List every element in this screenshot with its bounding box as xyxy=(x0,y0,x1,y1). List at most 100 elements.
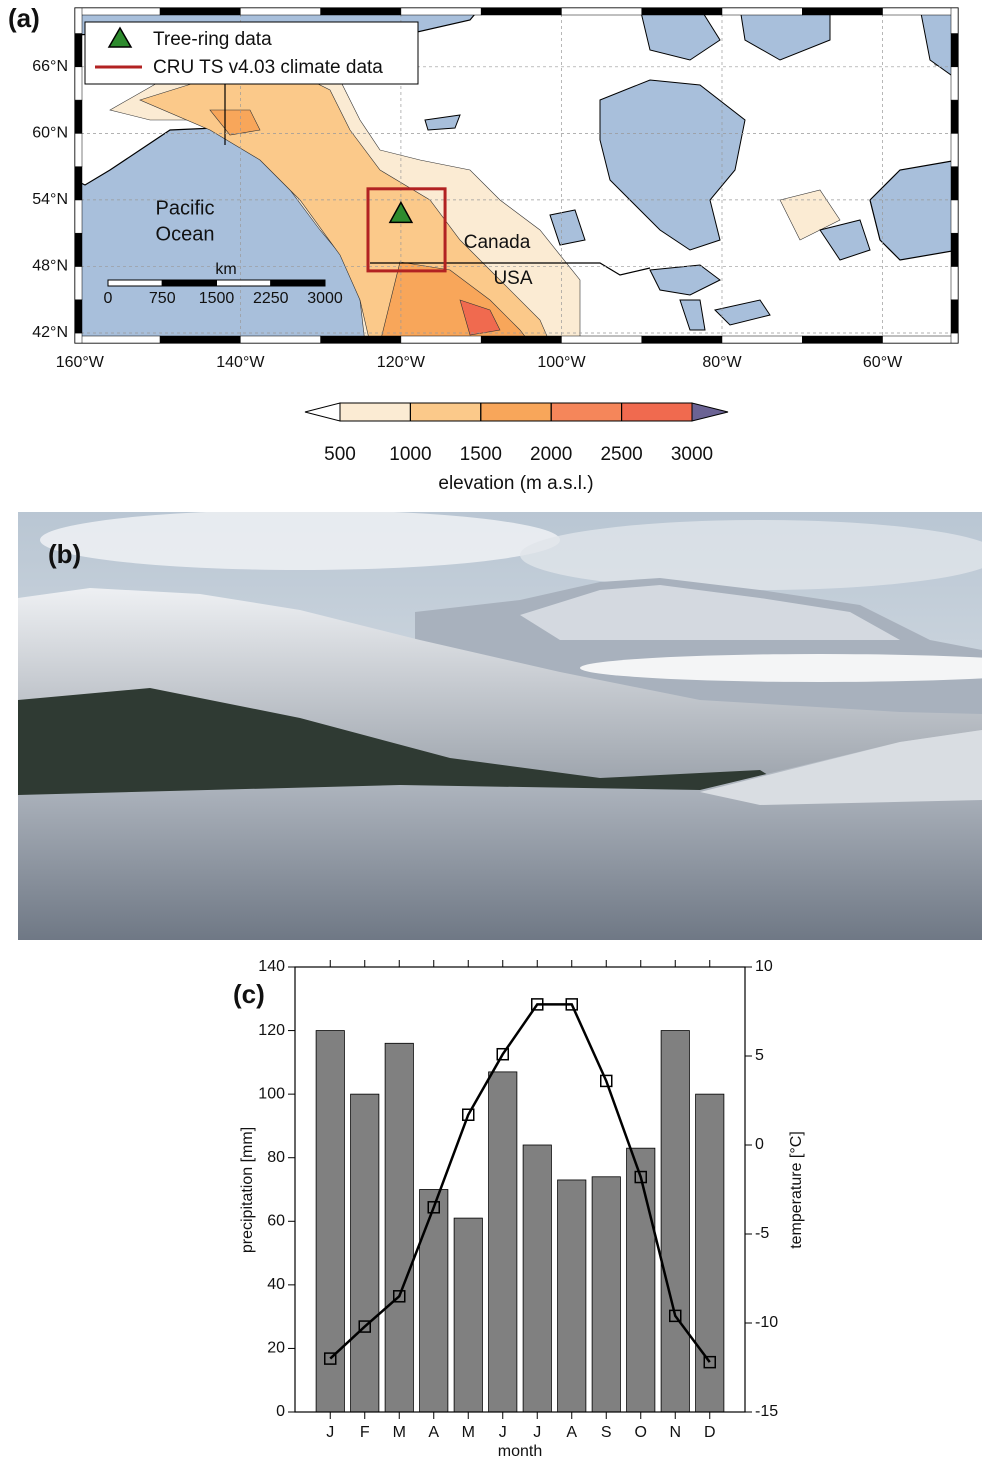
frame-segment xyxy=(950,99,959,134)
frame-segment xyxy=(74,66,83,101)
lon-tick-label: 160°W xyxy=(56,354,105,371)
bar xyxy=(626,1147,656,1413)
frame-segment xyxy=(802,335,883,344)
frame-segment xyxy=(950,299,959,334)
frame-segment xyxy=(74,199,83,234)
plot-frame xyxy=(294,966,746,1413)
frame-segment xyxy=(641,335,723,344)
frame-segment xyxy=(480,7,562,16)
bar xyxy=(660,1030,690,1413)
scale-segment xyxy=(107,279,163,287)
x-axis-label: month xyxy=(498,1443,542,1460)
panel-label: (b) xyxy=(48,539,81,569)
frame-segment xyxy=(950,7,959,34)
x-tick-label: O xyxy=(635,1424,647,1441)
cloud xyxy=(520,520,982,590)
temperature-marker xyxy=(565,998,578,1011)
frame-segment xyxy=(74,232,83,267)
legend: Tree-ring data CRU TS v4.03 climate data xyxy=(84,21,419,85)
ocean-label: Pacific xyxy=(156,197,215,219)
scale-segment xyxy=(216,279,272,287)
cloud xyxy=(40,512,560,570)
x-tick-label: D xyxy=(704,1424,716,1441)
scale-tick-label: 3000 xyxy=(307,290,343,307)
lon-tick-label: 140°W xyxy=(216,354,265,371)
frame-segment xyxy=(882,7,959,16)
frame-segment xyxy=(721,7,803,16)
x-tick-label: J xyxy=(326,1424,334,1441)
colorbar-extend xyxy=(304,402,341,422)
frame-segment xyxy=(79,335,161,344)
frame-segment xyxy=(802,7,883,16)
frame-segment xyxy=(400,7,482,16)
y-tick-label: 20 xyxy=(267,1340,285,1357)
legend-box xyxy=(84,21,419,85)
snow xyxy=(520,585,900,640)
y-tick-label: 120 xyxy=(258,1022,285,1039)
temperature-marker xyxy=(634,1170,647,1184)
bar xyxy=(315,1030,345,1413)
frame-segment xyxy=(74,299,83,334)
y-tick-label: 100 xyxy=(258,1085,285,1102)
scale-tick-label: 2250 xyxy=(253,290,289,307)
bar xyxy=(350,1093,380,1413)
site-marker xyxy=(388,200,414,224)
y2-axis-label: temperature [°C] xyxy=(788,1131,805,1249)
colorbar-tick-label: 1000 xyxy=(389,444,431,465)
climate-chart: 0 20 40 60 80 100 120 140 -15 -10 -5 0 5 10 J F M A M J J A S O… xyxy=(258,958,778,1441)
bar xyxy=(453,1217,483,1413)
panel-label: (c) xyxy=(233,979,265,1009)
y-tick-label: 40 xyxy=(267,1276,285,1293)
country-label: Canada xyxy=(464,232,531,253)
colorbar-segment xyxy=(339,402,411,422)
lat-tick-label: 66°N xyxy=(32,58,68,75)
frame-segment xyxy=(240,7,321,16)
frame-segment xyxy=(950,33,959,68)
frame-segment xyxy=(950,199,959,234)
bar xyxy=(522,1144,552,1413)
frame-segment xyxy=(480,335,562,344)
x-tick-label: J xyxy=(499,1424,507,1441)
temperature-marker xyxy=(531,998,544,1011)
bar xyxy=(488,1071,518,1413)
frame-segment xyxy=(159,335,241,344)
snow-slope xyxy=(700,730,982,805)
y-axis-label: precipitation [mm] xyxy=(239,1127,256,1253)
frame-segment xyxy=(950,66,959,101)
frame-segment xyxy=(159,7,241,16)
temperature-marker xyxy=(358,1320,371,1333)
scale-bar: 0 750 1500 2250 3000 xyxy=(104,279,343,307)
scale-segment xyxy=(161,279,217,287)
x-tick-label: F xyxy=(360,1424,370,1441)
border xyxy=(224,80,651,276)
temperature-marker xyxy=(462,1108,475,1121)
y2-tick-label: -15 xyxy=(755,1403,778,1420)
lon-tick-label: 80°W xyxy=(702,354,742,371)
cloud-band xyxy=(580,654,982,682)
bar xyxy=(419,1189,449,1413)
y2-tick-label: 5 xyxy=(755,1047,764,1064)
colorbar-label: elevation (m a.s.l.) xyxy=(438,473,593,494)
colorbar-tick-label: 2500 xyxy=(600,444,642,465)
lat-tick-label: 48°N xyxy=(32,258,68,275)
y-tick-label: 140 xyxy=(258,958,285,975)
x-tick-label: S xyxy=(601,1424,612,1441)
frame-segment xyxy=(320,7,402,16)
frame-segment xyxy=(950,266,959,300)
temperature-marker xyxy=(324,1352,337,1365)
x-tick-label: J xyxy=(533,1424,541,1441)
colorbar-tick-label: 500 xyxy=(324,444,356,465)
colorbar-segment xyxy=(409,402,482,422)
frame-segment xyxy=(74,7,83,34)
x-tick-label: M xyxy=(462,1424,475,1441)
map-overlay xyxy=(74,7,959,344)
temperature-marker xyxy=(427,1201,440,1214)
legend-label: CRU TS v4.03 climate data xyxy=(153,57,383,78)
scale-tick-label: 1500 xyxy=(199,290,235,307)
frame-segment xyxy=(950,232,959,267)
water-body xyxy=(424,8,958,331)
frame-segment xyxy=(561,335,642,344)
bar xyxy=(591,1176,621,1413)
scale-unit: km xyxy=(215,261,236,278)
